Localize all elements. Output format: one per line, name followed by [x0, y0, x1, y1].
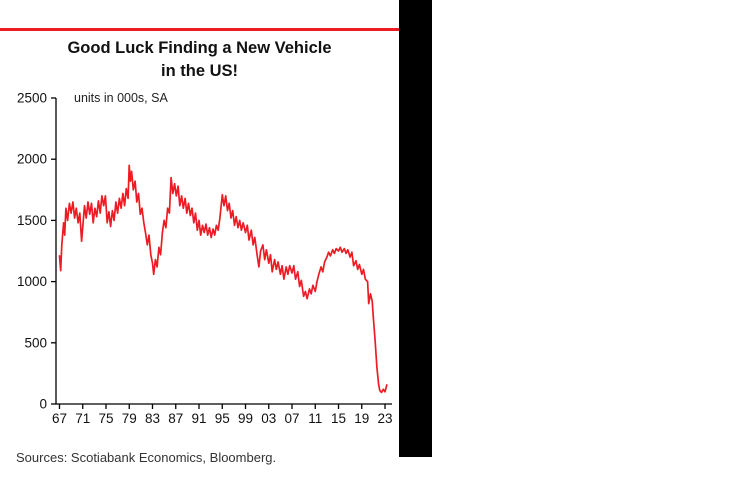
- x-tick-label: 95: [215, 411, 230, 426]
- x-tick-label: 15: [331, 411, 346, 426]
- vehicle-inventory-line-chart: 0 500 1000 1500 2000 2500 67 71 75 79 83 87 91 95 99 03…: [17, 91, 393, 427]
- y-tick-label: 1000: [17, 274, 47, 289]
- chart-subtitle: units in 000s, SA: [74, 91, 168, 105]
- chart-panel: Good Luck Finding a New Vehicle in the U…: [0, 28, 399, 465]
- y-tick-label: 2000: [17, 152, 47, 167]
- x-tick-label: 67: [52, 411, 67, 426]
- y-tick-label: 0: [39, 397, 47, 412]
- x-tick-label: 19: [354, 411, 369, 426]
- x-tick-label: 99: [238, 411, 253, 426]
- sources-note: Sources: Scotiabank Economics, Bloomberg…: [16, 450, 277, 465]
- x-tick-label: 71: [75, 411, 90, 426]
- red-top-rule: [0, 28, 399, 31]
- chart-title-line2: in the US!: [161, 62, 238, 81]
- chart-title: Good Luck Finding a New Vehicle in the U…: [0, 37, 399, 83]
- black-sidebar: [399, 0, 432, 457]
- y-tick-label: 1500: [17, 213, 47, 228]
- x-tick-label: 23: [378, 411, 393, 426]
- x-tick-label: 75: [98, 411, 113, 426]
- y-tick-label: 500: [24, 335, 47, 350]
- x-tick-label: 87: [168, 411, 183, 426]
- chart-title-line1: Good Luck Finding a New Vehicle: [67, 39, 332, 57]
- x-tick-label: 03: [261, 411, 276, 426]
- x-tick-label: 91: [191, 411, 206, 426]
- x-tick-label: 11: [308, 411, 322, 426]
- series-line: [58, 164, 388, 394]
- x-tick-label: 83: [145, 411, 160, 426]
- x-tick-label: 07: [284, 411, 299, 426]
- x-tick-label: 79: [122, 411, 137, 426]
- y-tick-label: 2500: [17, 91, 47, 106]
